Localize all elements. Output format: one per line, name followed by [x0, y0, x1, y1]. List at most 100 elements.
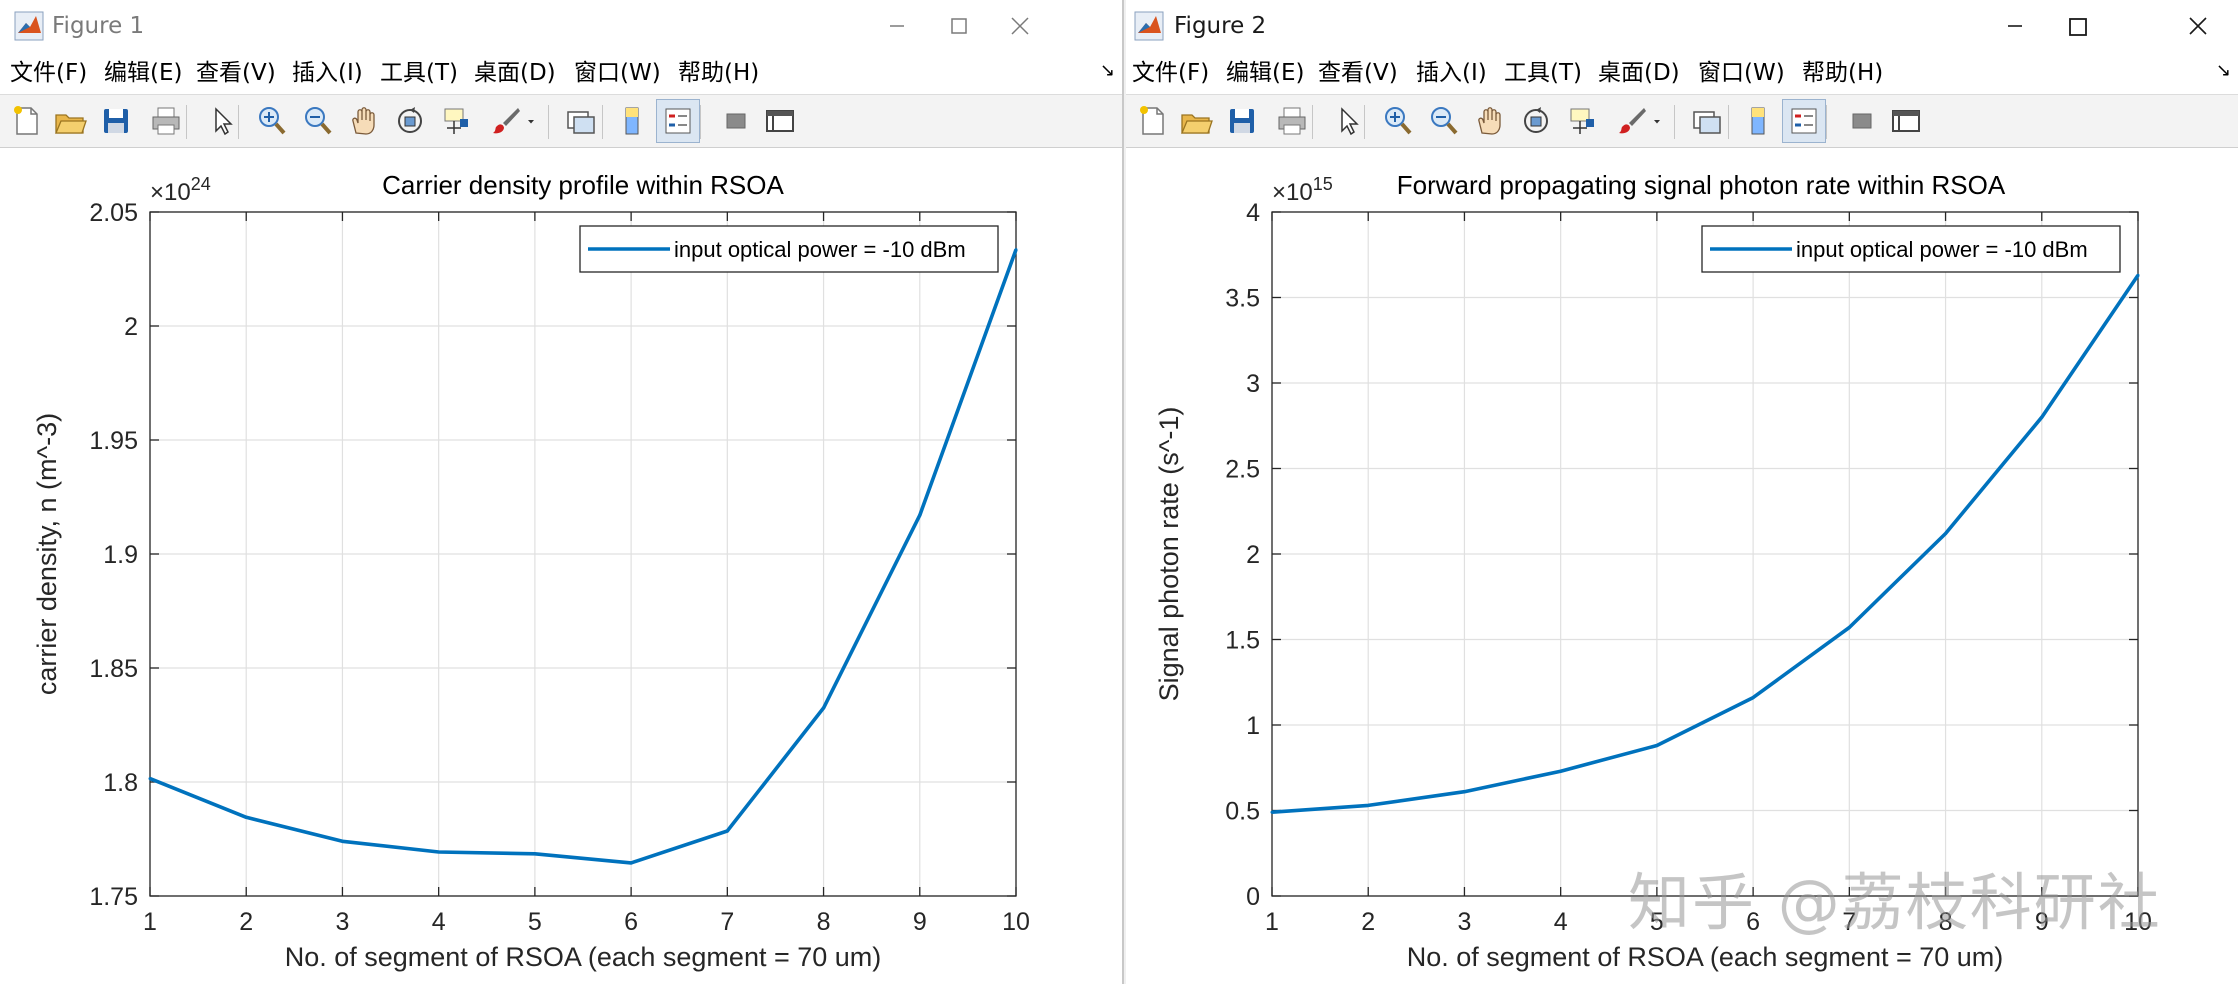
menu-tools[interactable]: 工具(T): [1504, 60, 1582, 86]
menu-help[interactable]: 帮助(H): [678, 60, 760, 86]
legend-icon[interactable]: [1786, 103, 1822, 139]
colorbar-icon[interactable]: [1740, 103, 1776, 139]
data-point[interactable]: [1751, 696, 1755, 700]
maximize-icon[interactable]: [2046, 6, 2106, 46]
y-exponent-label: ×1024: [150, 174, 211, 206]
rotate-3d-icon[interactable]: [1518, 103, 1554, 139]
pan-hand-icon[interactable]: [346, 103, 382, 139]
data-point[interactable]: [1014, 248, 1018, 252]
data-point[interactable]: [725, 829, 729, 833]
menu-insert[interactable]: 插入(I): [1416, 60, 1487, 86]
data-point[interactable]: [1944, 531, 1948, 535]
print-icon[interactable]: [148, 103, 184, 139]
y-tick-label: 3.5: [1225, 285, 1260, 313]
x-tick-label: 8: [1939, 908, 1953, 936]
zoom-in-icon[interactable]: [1380, 103, 1416, 139]
chart-figure-1[interactable]: 1 2 3 4 5 6 7 8 9 10 1.75 1.8 1.85 1.9 1.95 2 2.05 ×1024 C…: [0, 148, 1122, 984]
menu-edit[interactable]: 编辑(E): [104, 60, 183, 86]
x-tick-label: 6: [1746, 908, 1760, 936]
minimize-icon[interactable]: [1984, 6, 2044, 46]
menu-tools[interactable]: 工具(T): [380, 60, 458, 86]
series-line[interactable]: [149, 248, 1018, 865]
pan-hand-icon[interactable]: [1472, 103, 1508, 139]
matlab-logo-icon: [1134, 11, 1164, 41]
data-point[interactable]: [822, 706, 826, 710]
show-plot-tools-icon[interactable]: [1888, 103, 1924, 139]
menu-more-arrow[interactable]: ↘: [2216, 60, 2232, 81]
x-tick-label: 6: [624, 908, 638, 936]
data-point[interactable]: [1847, 626, 1851, 630]
menu-edit[interactable]: 编辑(E): [1226, 60, 1305, 86]
toolbar-separator: [1364, 105, 1365, 139]
hide-plot-tools-icon[interactable]: [718, 103, 754, 139]
pointer-icon[interactable]: [204, 103, 240, 139]
zoom-out-icon[interactable]: [300, 103, 336, 139]
print-icon[interactable]: [1274, 103, 1310, 139]
save-icon[interactable]: [98, 103, 134, 139]
data-point[interactable]: [533, 852, 537, 856]
y-tick-label: 1.75: [89, 883, 138, 911]
new-figure-icon[interactable]: [8, 103, 44, 139]
menu-file[interactable]: 文件(F): [1132, 60, 1210, 86]
data-point[interactable]: [1270, 810, 1274, 814]
chart-figure-2[interactable]: 1 2 3 4 5 6 7 8 9 10 0 0.5 1 1.5 2 2.5 3 3.5 4 ×1015 Forward…: [1126, 148, 2238, 984]
menu-help[interactable]: 帮助(H): [1802, 60, 1884, 86]
menu-window[interactable]: 窗口(W): [574, 60, 661, 86]
data-point[interactable]: [1655, 744, 1659, 748]
minimize-icon[interactable]: [866, 6, 926, 46]
legend-icon[interactable]: [660, 103, 696, 139]
data-point[interactable]: [148, 777, 152, 781]
brush-icon[interactable]: [1614, 103, 1650, 139]
zoom-out-icon[interactable]: [1426, 103, 1462, 139]
x-tick-label: 9: [913, 908, 927, 936]
pointer-icon[interactable]: [1330, 103, 1366, 139]
rotate-3d-icon[interactable]: [392, 103, 428, 139]
brush-icon[interactable]: [488, 103, 524, 139]
chart-title: Forward propagating signal photon rate w…: [1397, 170, 2006, 200]
close-icon[interactable]: [2168, 6, 2228, 46]
menu-file[interactable]: 文件(F): [10, 60, 88, 86]
open-file-icon[interactable]: [52, 103, 88, 139]
menu-view[interactable]: 查看(V): [196, 60, 276, 86]
x-axis-label: No. of segment of RSOA (each segment = 7…: [1407, 942, 2004, 972]
data-point[interactable]: [1366, 803, 1370, 807]
menu-more-arrow[interactable]: ↘: [1100, 60, 1116, 81]
close-icon[interactable]: [990, 6, 1050, 46]
colorbar-icon[interactable]: [614, 103, 650, 139]
brush-dropdown-icon[interactable]: [522, 103, 540, 139]
hide-plot-tools-icon[interactable]: [1844, 103, 1880, 139]
zoom-in-icon[interactable]: [254, 103, 290, 139]
menu-desktop[interactable]: 桌面(D): [1598, 60, 1680, 86]
data-point[interactable]: [918, 513, 922, 517]
open-file-icon[interactable]: [1178, 103, 1214, 139]
figure-1-window: Figure 1 文件(F) 编辑(E) 查看(V) 插入(I) 工具(T) 桌…: [0, 0, 1124, 984]
save-icon[interactable]: [1224, 103, 1260, 139]
data-point[interactable]: [1559, 769, 1563, 773]
data-cursor-icon[interactable]: [1564, 103, 1600, 139]
data-cursor-icon[interactable]: [438, 103, 474, 139]
title-bar[interactable]: Figure 2: [1126, 0, 2238, 52]
data-point[interactable]: [2040, 415, 2044, 419]
menu-window[interactable]: 窗口(W): [1698, 60, 1785, 86]
legend-entry: input optical power = -10 dBm: [674, 237, 966, 262]
data-point[interactable]: [2136, 273, 2140, 277]
title-bar[interactable]: Figure 1: [0, 0, 1122, 52]
data-point[interactable]: [1462, 790, 1466, 794]
data-point[interactable]: [437, 850, 441, 854]
link-plot-icon[interactable]: [1688, 103, 1724, 139]
link-plot-icon[interactable]: [562, 103, 598, 139]
data-point[interactable]: [340, 839, 344, 843]
menu-insert[interactable]: 插入(I): [292, 60, 363, 86]
series-line[interactable]: [1271, 274, 2140, 814]
toolbar-separator: [1728, 105, 1729, 139]
menu-desktop[interactable]: 桌面(D): [474, 60, 556, 86]
y-tick-label: 0.5: [1225, 798, 1260, 826]
show-plot-tools-icon[interactable]: [762, 103, 798, 139]
data-point[interactable]: [629, 861, 633, 865]
data-point[interactable]: [244, 815, 248, 819]
maximize-icon[interactable]: [928, 6, 988, 46]
menu-view[interactable]: 查看(V): [1318, 60, 1398, 86]
x-tick-label: 5: [1650, 908, 1664, 936]
new-figure-icon[interactable]: [1134, 103, 1170, 139]
brush-dropdown-icon[interactable]: [1648, 103, 1666, 139]
